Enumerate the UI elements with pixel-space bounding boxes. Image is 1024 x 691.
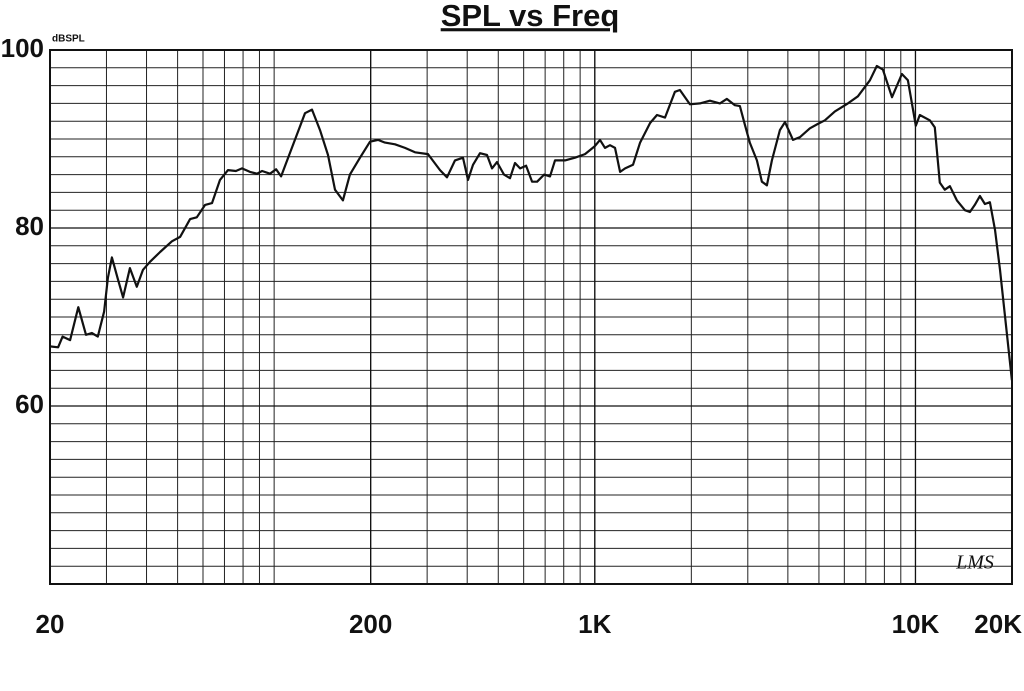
chart-title: SPL vs Freq [441, 0, 620, 33]
x-tick-label: 200 [349, 609, 392, 639]
x-tick-label: 20 [36, 609, 65, 639]
y-axis-label: dBSPL [52, 34, 85, 45]
y-tick-label: 80 [15, 211, 44, 241]
x-tick-label: 1K [578, 609, 611, 639]
plot-frame [49, 49, 1013, 585]
annotation: LMS [955, 552, 994, 574]
x-tick-label: 10K [892, 609, 940, 639]
x-tick-label: 20K [974, 609, 1022, 639]
y-tick-label: 60 [15, 389, 44, 419]
y-tick-label: 100 [1, 33, 44, 63]
spl-curve [49, 64, 1013, 381]
